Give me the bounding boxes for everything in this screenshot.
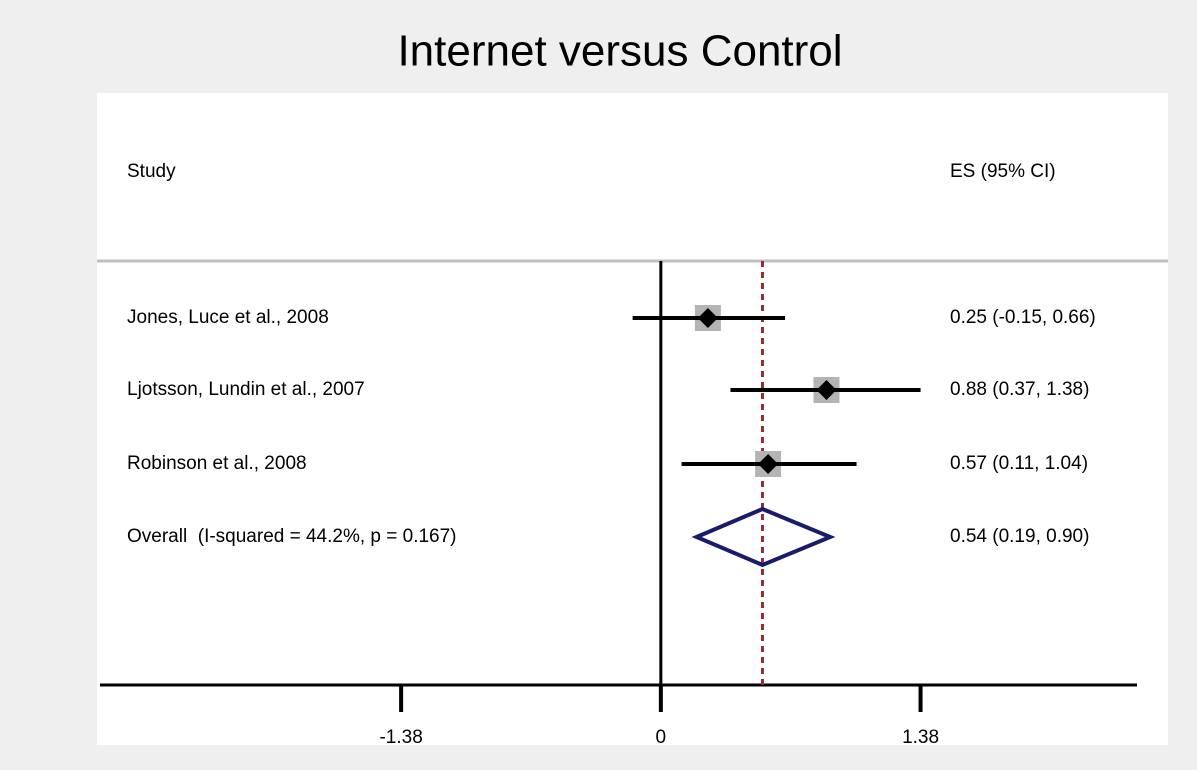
x-tick-label: 1.38 (902, 727, 939, 748)
point-estimate (758, 454, 779, 474)
chart-title: Internet versus Control (397, 27, 842, 76)
study-label: Robinson et al., 2008 (127, 453, 307, 474)
study-label: Jones, Luce et al., 2008 (127, 307, 329, 328)
overall-diamond (691, 506, 836, 568)
plot-area (97, 93, 1168, 745)
point-estimate (816, 380, 837, 400)
es-header: ES (95% CI) (950, 161, 1056, 182)
overall-label: Overall (I-squared = 44.2%, p = 0.167) (127, 526, 457, 547)
point-estimate (697, 308, 718, 328)
x-tick-label: 0 (656, 727, 667, 748)
es-label: 0.88 (0.37, 1.38) (950, 379, 1089, 400)
overall-es-label: 0.54 (0.19, 0.90) (950, 526, 1089, 547)
es-label: 0.25 (-0.15, 0.66) (950, 307, 1096, 328)
study-header: Study (127, 161, 176, 182)
es-label: 0.57 (0.11, 1.04) (950, 453, 1088, 474)
x-tick-label: -1.38 (379, 727, 422, 748)
study-label: Ljotsson, Lundin et al., 2007 (127, 379, 365, 400)
